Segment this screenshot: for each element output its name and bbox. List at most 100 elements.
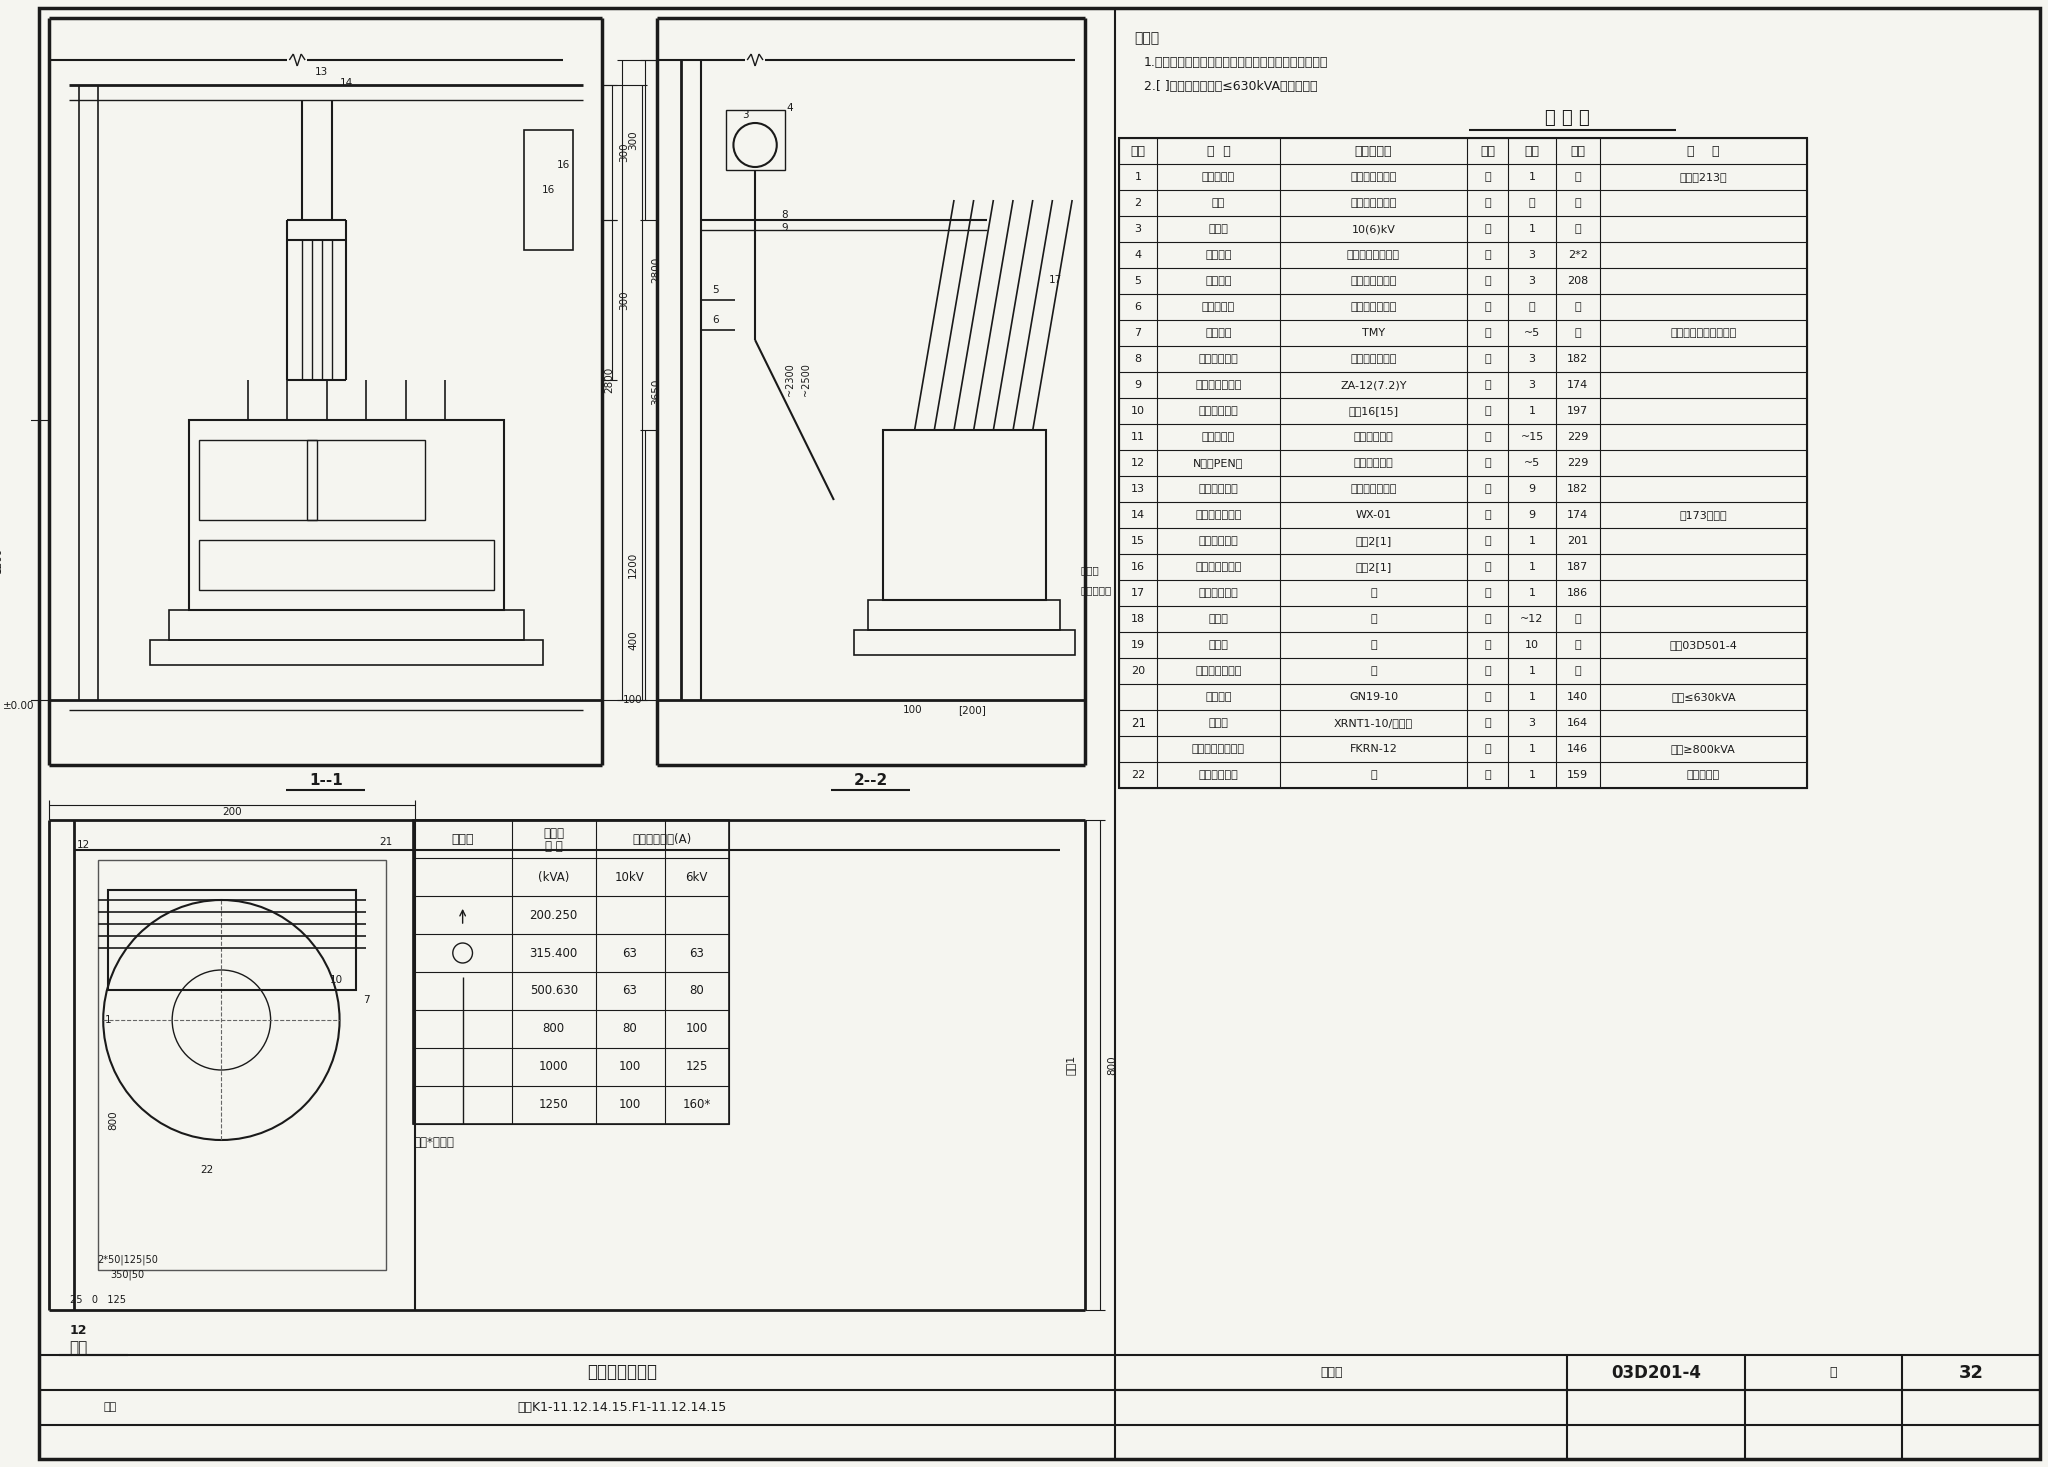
Text: 21: 21 [379, 838, 393, 846]
Text: 个: 个 [1485, 717, 1491, 728]
Text: 3: 3 [1528, 380, 1536, 390]
Text: 19: 19 [1130, 640, 1145, 650]
Text: 7: 7 [1135, 329, 1141, 337]
Text: 100: 100 [623, 695, 643, 706]
Text: 页次: 页次 [1571, 145, 1585, 157]
Text: 2800: 2800 [604, 367, 614, 393]
Text: 按母线截面确定: 按母线截面确定 [1350, 484, 1397, 494]
Text: 电力变压器: 电力变压器 [1202, 172, 1235, 182]
Text: 16: 16 [541, 185, 555, 195]
Text: 1: 1 [1528, 406, 1536, 417]
Text: ~2500: ~2500 [801, 364, 811, 396]
Text: 米: 米 [1485, 615, 1491, 623]
Text: 序号: 序号 [1130, 145, 1145, 157]
Text: 16: 16 [557, 160, 569, 170]
Text: 台: 台 [1485, 692, 1491, 703]
Text: 174: 174 [1567, 380, 1589, 390]
Text: －: － [1370, 615, 1376, 623]
Text: 315.400: 315.400 [530, 946, 578, 959]
Text: 1: 1 [1135, 172, 1141, 182]
Text: 197: 197 [1567, 406, 1589, 417]
Text: 熔断器: 熔断器 [1208, 717, 1229, 728]
Text: 按173页装配: 按173页装配 [1679, 511, 1726, 519]
Text: 9: 9 [1528, 511, 1536, 519]
Text: 台: 台 [1485, 744, 1491, 754]
Text: 2--2: 2--2 [854, 773, 889, 788]
Text: 参见03D501-4: 参见03D501-4 [1669, 640, 1737, 650]
Text: 12: 12 [1130, 458, 1145, 468]
Text: 201: 201 [1567, 535, 1589, 546]
Text: 6kV: 6kV [686, 870, 709, 883]
Text: 按电缆芯截面确定: 按电缆芯截面确定 [1348, 249, 1401, 260]
Text: 2*2: 2*2 [1569, 249, 1587, 260]
Text: 接地见213页: 接地见213页 [1679, 172, 1726, 182]
Text: 1250: 1250 [539, 1099, 569, 1112]
Text: 25   0   125: 25 0 125 [70, 1295, 127, 1306]
Text: 个: 个 [1485, 666, 1491, 676]
Text: 见附录（四）: 见附录（四） [1354, 431, 1393, 442]
Text: 10kV: 10kV [614, 870, 645, 883]
Text: 12: 12 [78, 841, 90, 849]
Text: 由工程设计确定: 由工程设计确定 [1350, 198, 1397, 208]
Text: 2800: 2800 [651, 257, 662, 283]
Text: 高压母线支架: 高压母线支架 [1198, 406, 1239, 417]
Text: 1: 1 [1528, 224, 1536, 235]
Text: 17: 17 [1130, 588, 1145, 599]
Text: ~5: ~5 [1524, 458, 1540, 468]
Text: 付: 付 [1485, 588, 1491, 599]
Text: 见附录（四）: 见附录（四） [1354, 458, 1393, 468]
Text: ~5: ~5 [1524, 329, 1540, 337]
Text: 备    注: 备 注 [1688, 145, 1720, 157]
Bar [883, 430, 1047, 600]
Text: FKRN-12: FKRN-12 [1350, 744, 1397, 754]
Text: 3650: 3650 [651, 378, 662, 405]
Bar [199, 540, 494, 590]
Text: 临时接地接线柱: 临时接地接线柱 [1196, 666, 1241, 676]
Text: 10: 10 [330, 976, 344, 984]
Text: 17: 17 [1049, 274, 1063, 285]
Text: 变压器: 变压器 [543, 827, 565, 839]
Text: 400: 400 [629, 631, 639, 650]
Text: 1: 1 [1528, 770, 1536, 780]
Text: 主接线: 主接线 [451, 832, 473, 845]
Text: 18: 18 [1130, 615, 1145, 623]
Text: 12: 12 [70, 1323, 88, 1336]
Text: 13: 13 [1130, 484, 1145, 494]
Text: －: － [1575, 198, 1581, 208]
Text: 300: 300 [629, 131, 639, 150]
Text: 182: 182 [1567, 484, 1589, 494]
Text: 由工程设计确定: 由工程设计确定 [1350, 172, 1397, 182]
Text: 页: 页 [1829, 1366, 1837, 1379]
Text: 10: 10 [1130, 406, 1145, 417]
Text: 图集号: 图集号 [1319, 1366, 1341, 1379]
Text: 21: 21 [1130, 716, 1145, 729]
Text: 个: 个 [1485, 535, 1491, 546]
Text: GN19-10: GN19-10 [1350, 692, 1399, 703]
Text: 5: 5 [713, 285, 719, 295]
Text: TMY: TMY [1362, 329, 1384, 337]
Text: 4: 4 [786, 103, 793, 113]
Bar [199, 440, 317, 519]
Text: －: － [1528, 198, 1536, 208]
Text: 3: 3 [1528, 276, 1536, 286]
Text: 11: 11 [1130, 431, 1145, 442]
Text: 1--1: 1--1 [309, 773, 342, 788]
Text: 186: 186 [1567, 588, 1589, 599]
Bar [868, 600, 1061, 629]
Text: 名  称: 名 称 [1206, 145, 1231, 157]
Text: 32: 32 [1958, 1363, 1985, 1382]
Text: 63: 63 [623, 946, 637, 959]
Text: 1.侧墙上低压母线出线孔的平面位置由工程设计确定。: 1.侧墙上低压母线出线孔的平面位置由工程设计确定。 [1145, 56, 1329, 69]
Text: 300: 300 [618, 290, 629, 310]
Text: 个: 个 [1485, 640, 1491, 650]
Text: ~12: ~12 [1520, 615, 1544, 623]
Text: 3: 3 [1528, 354, 1536, 364]
Text: 隔离开关: 隔离开关 [1204, 692, 1231, 703]
Text: 接地线: 接地线 [1079, 565, 1100, 575]
Text: 10(6)kV: 10(6)kV [1352, 224, 1395, 235]
Text: 5: 5 [1135, 276, 1141, 286]
Text: N线或PEN线: N线或PEN线 [1194, 458, 1243, 468]
Text: 用于≥800kVA: 用于≥800kVA [1671, 744, 1737, 754]
Text: 15: 15 [1130, 535, 1145, 546]
Text: 63: 63 [623, 984, 637, 998]
